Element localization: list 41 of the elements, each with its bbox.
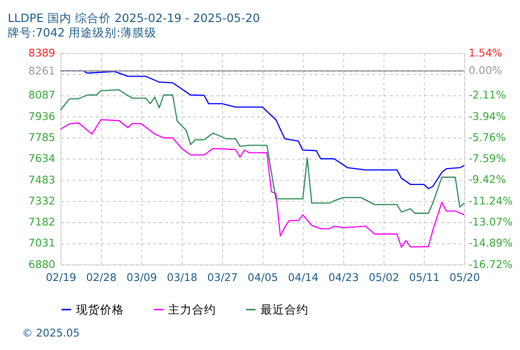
- x-tick-label: 05/02: [368, 272, 400, 284]
- x-tick-label: 05/20: [450, 272, 480, 284]
- y-tick-label: 8087: [28, 90, 56, 102]
- y-tick-label: 7634: [28, 153, 56, 166]
- y-tick-label: 7182: [28, 216, 56, 228]
- legend-label: 最近合约: [260, 302, 308, 316]
- x-tick-label: 03/18: [166, 272, 198, 284]
- x-tick-label: 04/05: [248, 272, 278, 284]
- y-tick-label: 6880: [28, 258, 56, 271]
- y2-tick-label: -11.24%: [468, 195, 513, 208]
- y2-tick-label: 0.00%: [468, 65, 502, 78]
- y2-tick-label: -3.94%: [468, 110, 506, 123]
- y2-tick-label: -9.42%: [468, 174, 506, 186]
- x-tick-label: 03/09: [126, 272, 157, 284]
- x-tick-label: 04/14: [288, 272, 319, 284]
- y2-tick-label: -2.11%: [468, 90, 506, 102]
- legend-label: 现货价格: [76, 302, 124, 316]
- chart-title: LLDPE 国内 综合价 2025-02-19 - 2025-05-20: [8, 11, 260, 26]
- y-tick-label: 7785: [28, 132, 56, 144]
- x-tick-label: 03/27: [207, 272, 238, 284]
- text: © 2025.05: [22, 328, 80, 340]
- y2-tick-label: -14.89%: [468, 238, 513, 250]
- y-tick-label: 7031: [28, 238, 56, 250]
- x-tick-label: 02/19: [46, 272, 76, 284]
- y2-tick-label: -13.07%: [468, 216, 513, 229]
- x-tick-label: 05/11: [409, 272, 440, 284]
- line-series: [60, 119, 465, 248]
- y-tick-label: 7483: [28, 174, 56, 186]
- y2-tick-label: -5.76%: [468, 132, 506, 144]
- y-tick-label: 8389: [28, 47, 56, 60]
- y2-tick-label: 1.54%: [468, 47, 502, 60]
- y2-tick-label: -16.72%: [468, 258, 513, 271]
- x-tick-label: 04/23: [328, 272, 359, 284]
- y2-tick-label: -7.59%: [468, 153, 506, 166]
- y-tick-label: 8261: [28, 65, 56, 78]
- line-series: [60, 89, 465, 214]
- chart-subtitle: 牌号:7042 用途级别:薄膜级: [8, 26, 156, 40]
- x-tick-label: 02/28: [86, 272, 117, 284]
- y-tick-label: 7332: [28, 195, 56, 208]
- legend-label: 主力合约: [168, 302, 216, 316]
- y-tick-label: 7936: [28, 110, 56, 123]
